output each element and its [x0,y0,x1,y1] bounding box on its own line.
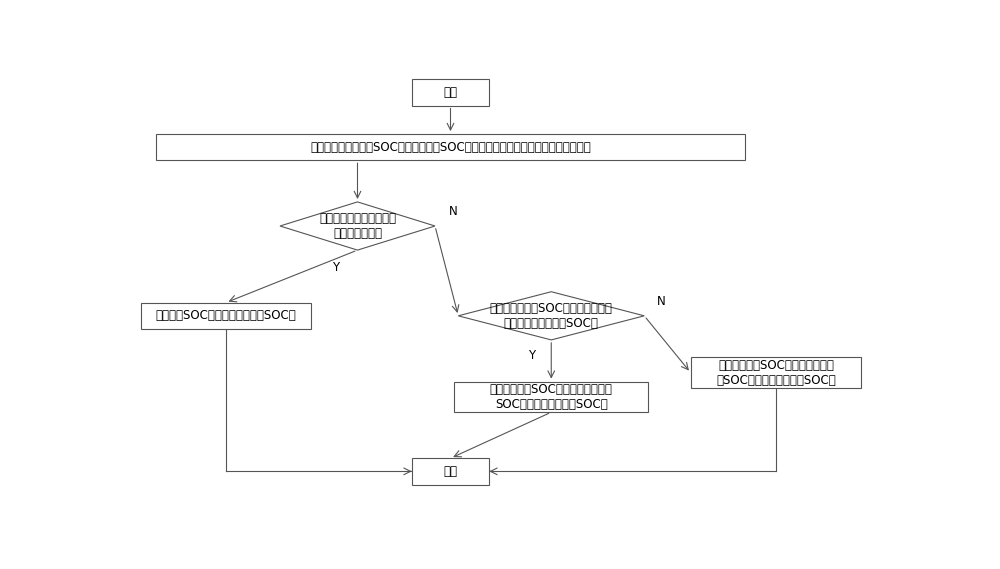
FancyBboxPatch shape [412,79,489,105]
Text: 根据所述最小SOC值和所述电池模
组SOC平均值得到电池包SOC值: 根据所述最小SOC值和所述电池模 组SOC平均值得到电池包SOC值 [716,359,836,387]
Text: 根据所述最大SOC值和所述电池模组
SOC平均值得到电池包SOC值: 根据所述最大SOC值和所述电池模组 SOC平均值得到电池包SOC值 [490,383,613,411]
Text: 与所述电池模组SOC平均值偏差最大
的是电池模组的最大SOC值: 与所述电池模组SOC平均值偏差最大 的是电池模组的最大SOC值 [490,302,613,330]
Text: 电池模组SOC平均值作为电池包SOC值: 电池模组SOC平均值作为电池包SOC值 [155,310,296,322]
Polygon shape [458,292,644,340]
Text: 开始: 开始 [444,86,458,99]
Text: 最大偏差值是否在对应的
允许偏差范围内: 最大偏差值是否在对应的 允许偏差范围内 [319,212,396,240]
Text: 结束: 结束 [444,465,458,478]
Text: N: N [449,205,458,218]
FancyBboxPatch shape [140,303,311,329]
FancyBboxPatch shape [454,382,648,412]
Text: N: N [657,295,665,308]
Polygon shape [280,202,435,250]
FancyBboxPatch shape [156,134,745,160]
Text: Y: Y [528,349,535,362]
FancyBboxPatch shape [412,458,489,485]
Text: 获得每一个电池模组SOC值与电池模组SOC平均值之间的偏差值，并确定最大偏差值: 获得每一个电池模组SOC值与电池模组SOC平均值之间的偏差值，并确定最大偏差值 [310,141,591,154]
Text: Y: Y [332,261,339,274]
FancyBboxPatch shape [691,357,861,388]
